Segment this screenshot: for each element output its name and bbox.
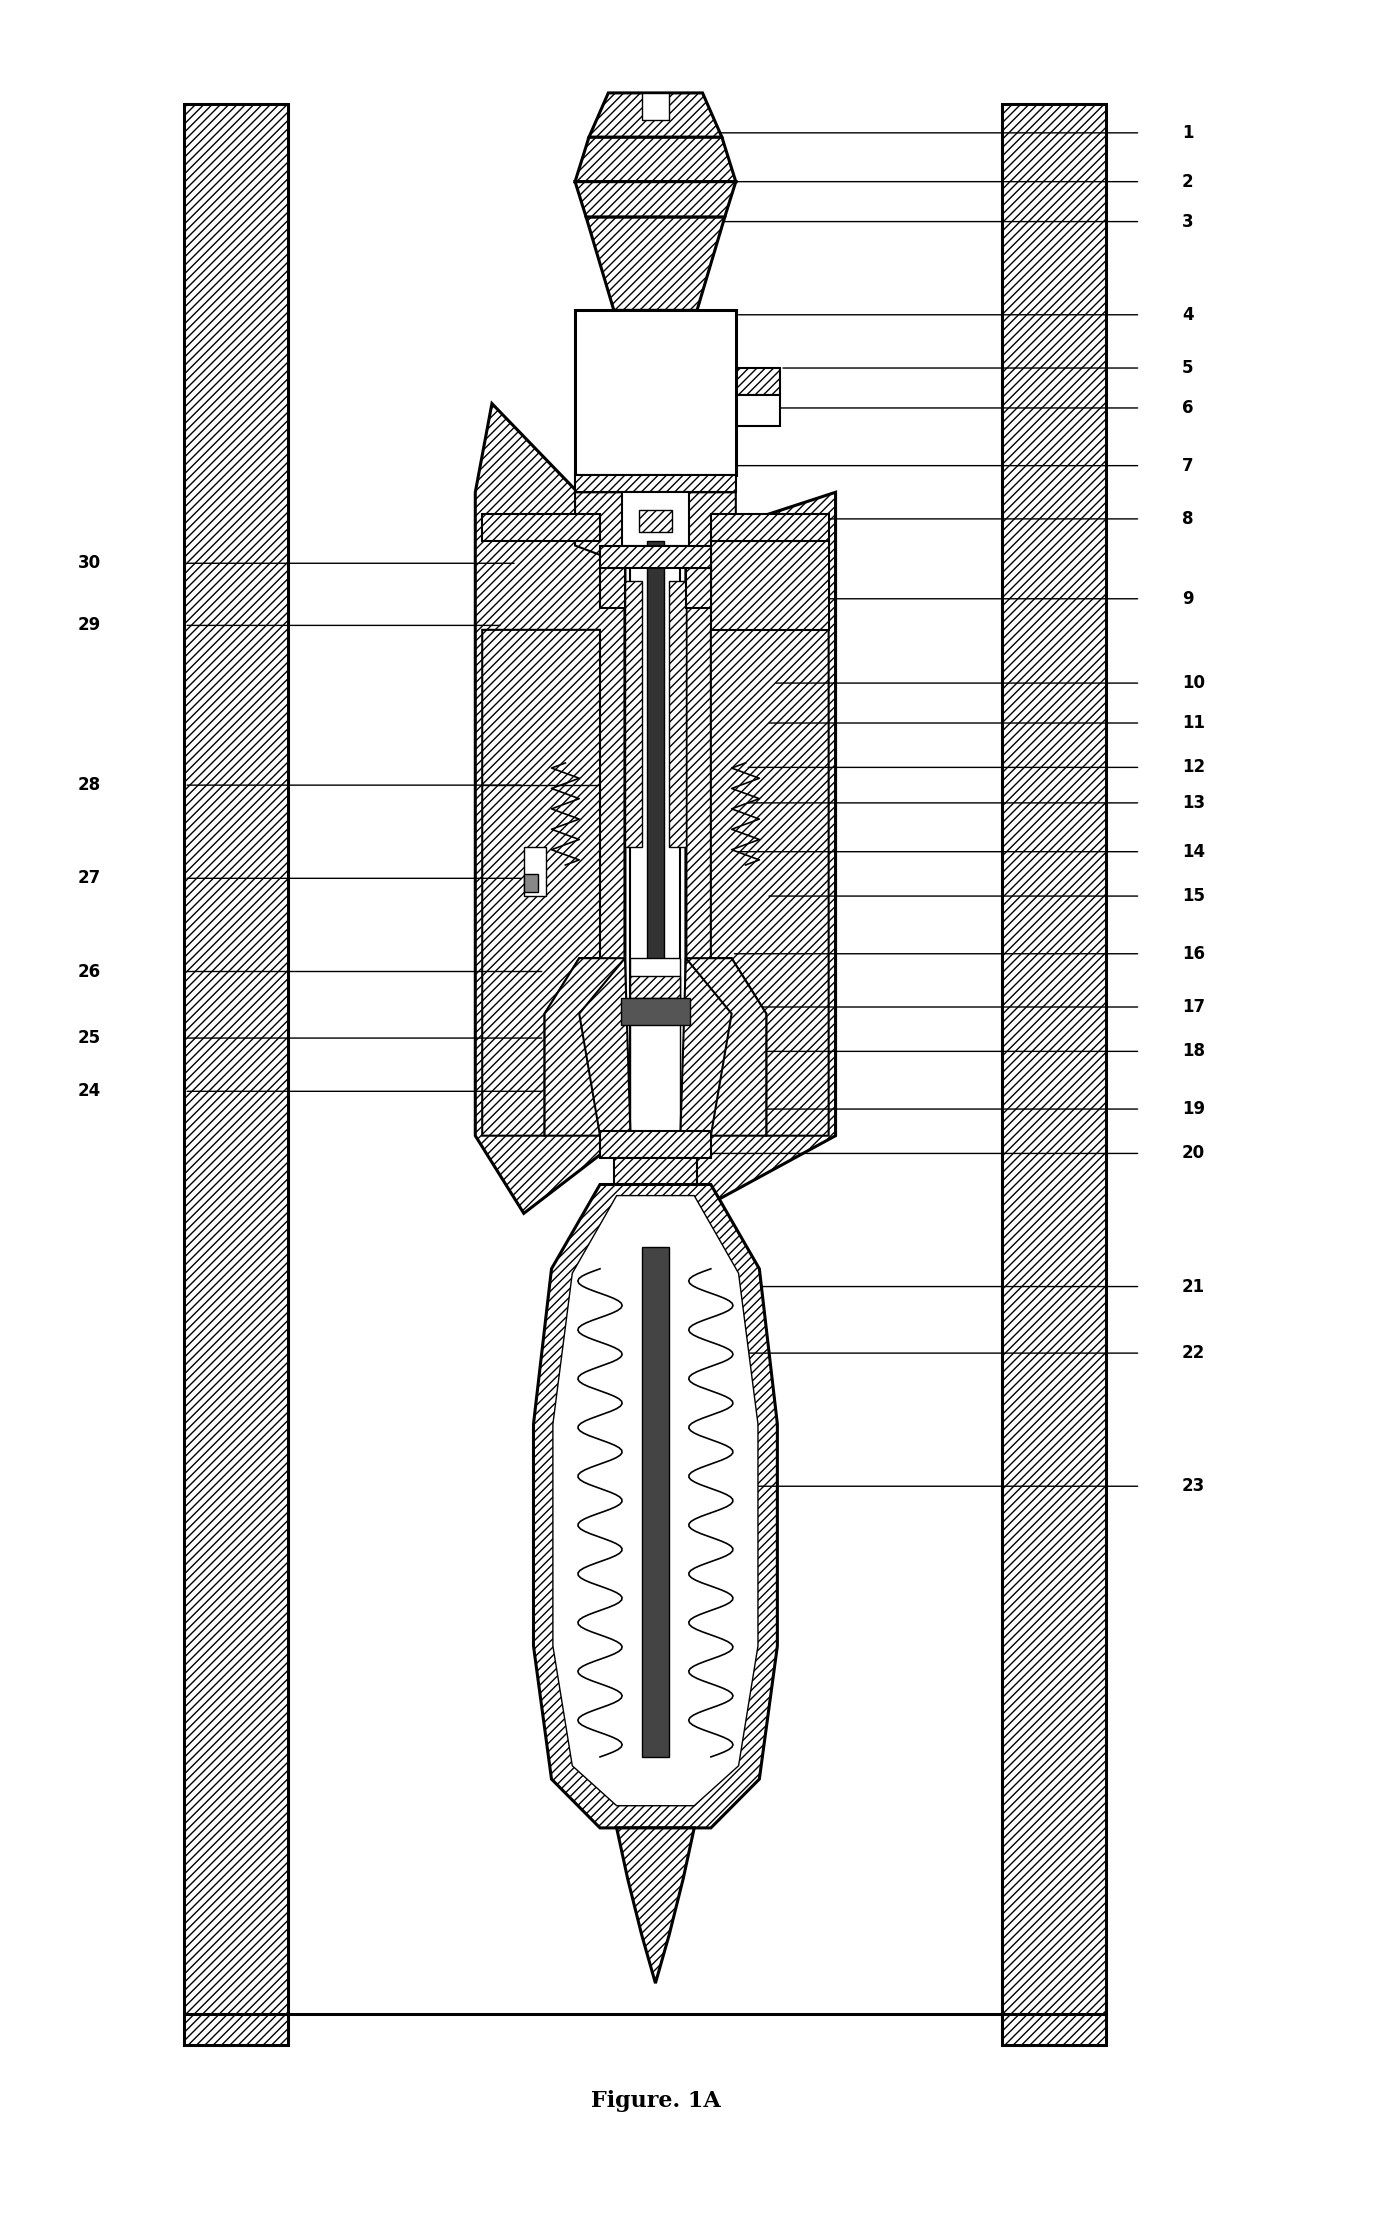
Text: 17: 17 [1182, 998, 1204, 1016]
Polygon shape [576, 492, 622, 563]
Polygon shape [711, 630, 828, 1136]
Text: Figure. 1A: Figure. 1A [591, 2089, 721, 2111]
Polygon shape [545, 958, 625, 1136]
Text: 11: 11 [1182, 715, 1204, 733]
Polygon shape [736, 367, 781, 394]
Polygon shape [588, 94, 722, 138]
Text: 28: 28 [78, 777, 102, 795]
Text: 24: 24 [78, 1082, 102, 1100]
Bar [622, 492, 689, 546]
Polygon shape [686, 492, 835, 1214]
Bar [669, 581, 686, 846]
Bar [184, 105, 289, 2044]
Bar [524, 873, 538, 891]
Bar [576, 474, 736, 492]
Text: 30: 30 [78, 555, 102, 572]
Text: 3: 3 [1182, 212, 1193, 232]
Bar [613, 1158, 697, 1185]
Polygon shape [475, 403, 625, 1214]
Text: 26: 26 [78, 962, 102, 980]
Bar [711, 541, 828, 630]
Text: 16: 16 [1182, 944, 1204, 962]
Text: 20: 20 [1182, 1145, 1204, 1162]
Text: 19: 19 [1182, 1100, 1204, 1118]
Bar [1002, 105, 1105, 2044]
Bar [620, 998, 690, 1024]
Text: 21: 21 [1182, 1278, 1204, 1296]
Bar [599, 546, 711, 568]
Text: 12: 12 [1182, 759, 1204, 777]
Text: 22: 22 [1182, 1345, 1206, 1363]
Polygon shape [616, 1828, 694, 1984]
Text: 13: 13 [1182, 793, 1204, 813]
Polygon shape [686, 568, 711, 608]
Polygon shape [736, 394, 781, 425]
Polygon shape [576, 138, 736, 183]
Text: 6: 6 [1182, 399, 1193, 416]
Bar [641, 1247, 669, 1757]
Text: 14: 14 [1182, 842, 1204, 860]
Bar [625, 581, 641, 846]
Text: 10: 10 [1182, 675, 1204, 693]
Bar [482, 514, 599, 541]
Text: 2: 2 [1182, 174, 1193, 192]
Bar [641, 94, 669, 120]
Text: 23: 23 [1182, 1477, 1206, 1494]
Text: 18: 18 [1182, 1042, 1204, 1060]
Text: 27: 27 [78, 869, 102, 886]
Text: 25: 25 [78, 1029, 102, 1047]
Text: 8: 8 [1182, 510, 1193, 528]
Bar [647, 541, 664, 1136]
Bar [576, 310, 736, 474]
Polygon shape [585, 218, 725, 310]
Bar [524, 846, 546, 895]
Bar [638, 510, 672, 532]
Polygon shape [689, 492, 736, 563]
Polygon shape [534, 1185, 778, 1828]
Polygon shape [680, 958, 732, 1136]
Text: 5: 5 [1182, 359, 1193, 376]
Polygon shape [553, 1196, 758, 1806]
Text: 7: 7 [1182, 457, 1193, 474]
Text: 1: 1 [1182, 125, 1193, 143]
Text: 4: 4 [1182, 305, 1193, 323]
Polygon shape [599, 568, 625, 608]
Bar [630, 958, 680, 1136]
Text: 29: 29 [78, 617, 102, 635]
Bar [599, 1131, 711, 1158]
Polygon shape [576, 183, 736, 218]
Polygon shape [482, 630, 599, 1136]
Polygon shape [580, 958, 630, 1136]
Bar [711, 514, 828, 541]
Bar [630, 975, 680, 998]
Text: 15: 15 [1182, 886, 1204, 904]
Polygon shape [686, 958, 767, 1136]
Text: 9: 9 [1182, 590, 1193, 608]
